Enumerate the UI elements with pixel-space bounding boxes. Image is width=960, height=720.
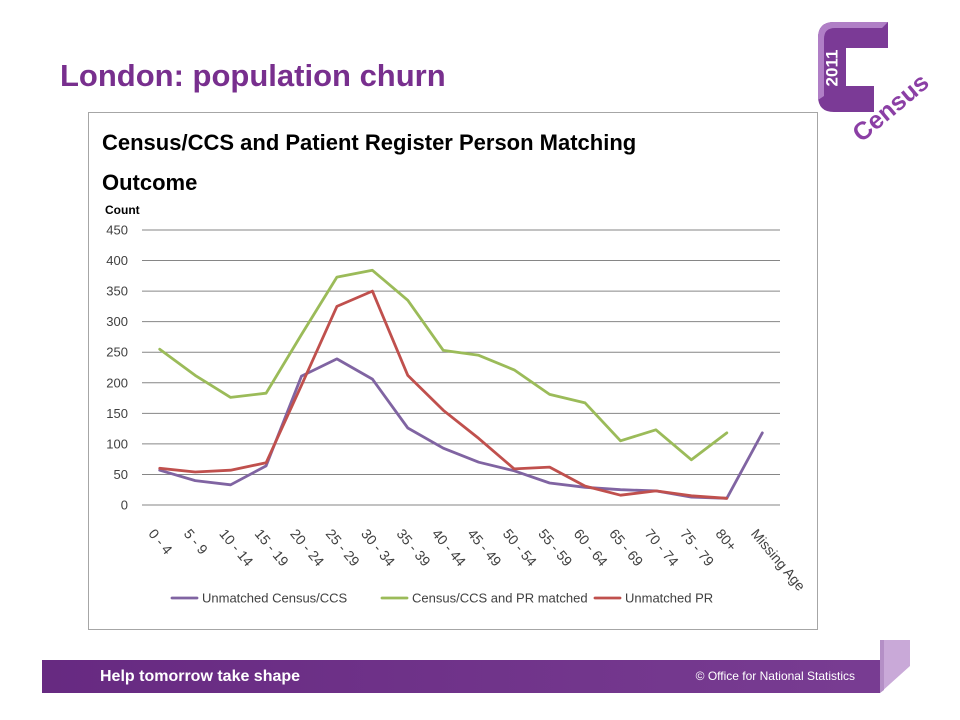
series-lines — [158, 268, 764, 500]
x-tick-label: Missing Age — [748, 526, 809, 594]
y-tick-label: 50 — [114, 467, 128, 482]
legend-label: Census/CCS and PR matched — [412, 591, 588, 606]
y-tick-label: 150 — [106, 406, 128, 421]
gridlines — [142, 229, 780, 506]
x-tick-label: 20 - 24 — [287, 526, 327, 570]
fold-light-face — [880, 640, 910, 693]
census-2011-logo: 2011 Census — [818, 22, 934, 148]
y-axis-label: Count — [105, 203, 140, 217]
series-line-census-ccs-and-pr-matched — [158, 268, 729, 462]
x-tick-label: 55 - 59 — [535, 526, 575, 570]
x-tick-label: 60 - 64 — [571, 526, 611, 570]
x-tick-label: 70 - 74 — [642, 526, 682, 570]
legend-label: Unmatched Census/CCS — [202, 591, 348, 606]
footer-banner: Help tomorrow take shape © Office for Na… — [42, 660, 880, 693]
x-tick-label: 0 - 4 — [145, 526, 175, 558]
legend-item-census-ccs-and-pr-matched: Census/CCS and PR matched — [380, 591, 588, 606]
x-tick-label: 50 - 54 — [500, 526, 540, 570]
y-tick-label: 450 — [106, 223, 128, 238]
y-tick-label: 0 — [121, 498, 128, 513]
slide-title: London: population churn — [60, 58, 446, 93]
y-axis-tick-labels: 0 50 100 150 200 250 300 350 400 450 — [106, 223, 128, 513]
y-tick-label: 200 — [106, 375, 128, 390]
y-tick-label: 400 — [106, 253, 128, 268]
y-tick-label: 250 — [106, 345, 128, 360]
footer-tagline: Help tomorrow take shape — [100, 668, 301, 685]
logo-year-text: 2011 — [823, 50, 842, 87]
logo-c-highlight — [818, 22, 888, 100]
y-tick-label: 100 — [106, 436, 128, 451]
x-tick-label: 45 - 49 — [464, 526, 504, 570]
legend-item-unmatched-census-ccs: Unmatched Census/CCS — [170, 591, 348, 606]
x-tick-label: 65 - 69 — [606, 526, 646, 570]
x-tick-label: 30 - 34 — [358, 526, 398, 570]
footer-fold-decoration — [880, 640, 910, 693]
x-tick-label: 5 - 9 — [181, 526, 211, 558]
x-tick-label: 80+ — [713, 526, 741, 554]
legend: Unmatched Census/CCS Census/CCS and PR ma… — [170, 591, 713, 606]
x-tick-label: 35 - 39 — [394, 526, 434, 570]
fold-shadow — [880, 640, 884, 693]
x-tick-label: 75 - 79 — [677, 526, 717, 570]
series-line-unmatched-census-ccs — [158, 357, 764, 500]
footer-copyright: © Office for National Statistics — [695, 669, 855, 683]
chart-title: Census/CCS and Patient Register Person M… — [102, 130, 637, 195]
y-tick-label: 350 — [106, 284, 128, 299]
legend-item-unmatched-pr: Unmatched PR — [593, 591, 713, 606]
x-tick-label: 25 - 29 — [323, 526, 363, 570]
y-tick-label: 300 — [106, 314, 128, 329]
legend-label: Unmatched PR — [625, 591, 713, 606]
x-tick-label: 10 - 14 — [216, 526, 256, 570]
x-tick-label: 15 - 19 — [252, 526, 292, 570]
series-line-unmatched-pr — [158, 289, 729, 500]
x-tick-label: 40 - 44 — [429, 526, 469, 570]
logo-c-shape — [818, 22, 888, 112]
